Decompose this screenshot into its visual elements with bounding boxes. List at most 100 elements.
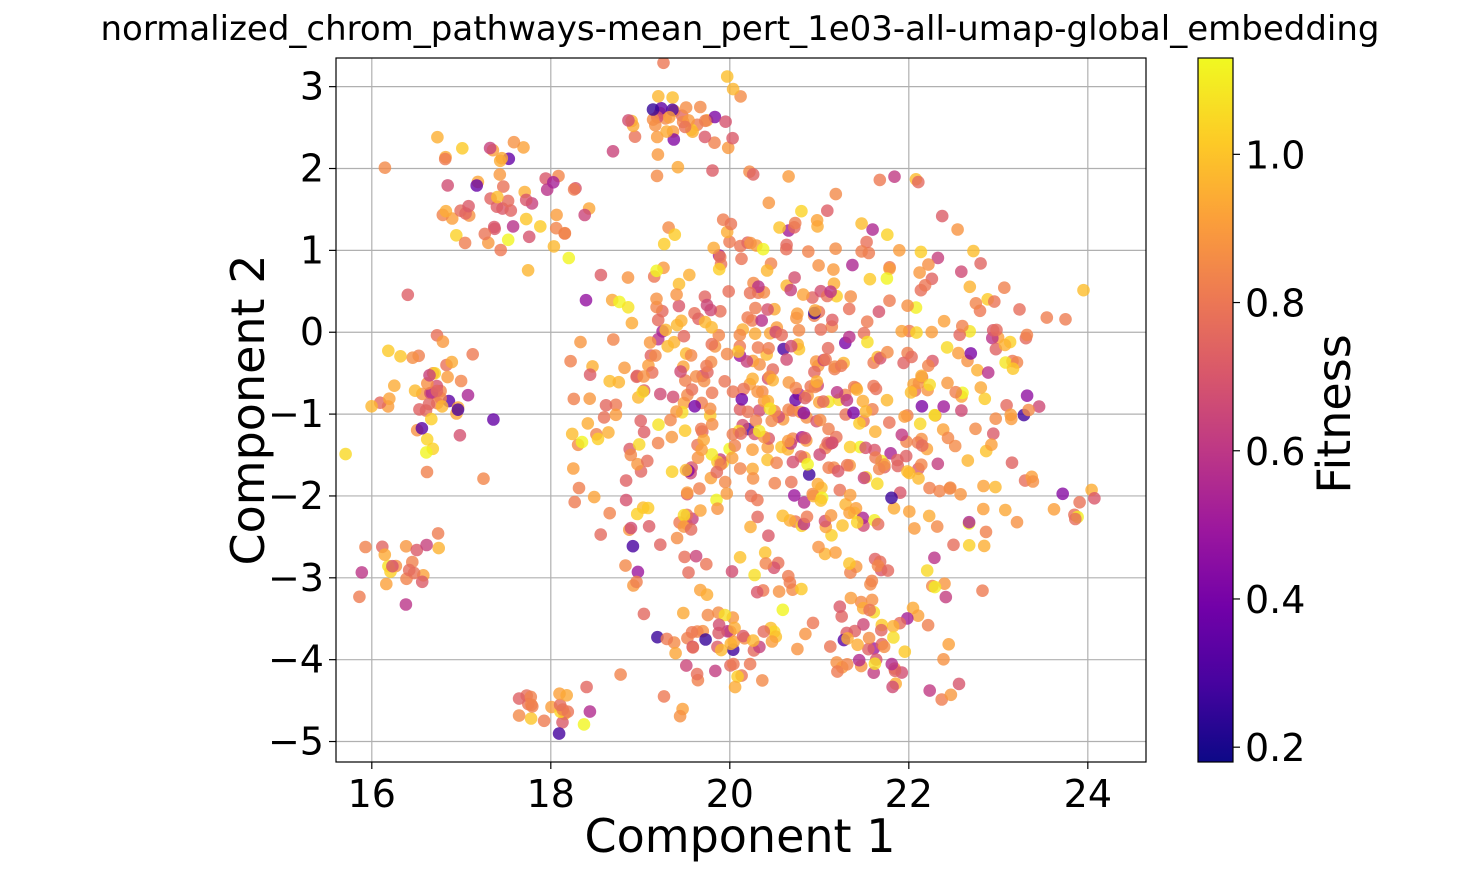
scatter-point bbox=[621, 301, 635, 314]
scatter-point bbox=[967, 244, 980, 258]
scatter-point bbox=[568, 495, 581, 509]
scatter-point bbox=[745, 314, 759, 327]
scatter-point bbox=[977, 479, 990, 493]
scatter-point bbox=[751, 385, 764, 399]
scatter-point bbox=[883, 262, 896, 276]
scatter-point bbox=[952, 677, 966, 691]
scatter-point bbox=[829, 546, 842, 559]
scatter-point bbox=[762, 342, 775, 355]
scatter-point bbox=[641, 501, 655, 515]
scatter-point bbox=[609, 408, 623, 422]
scatter-point bbox=[759, 557, 773, 570]
scatter-point bbox=[420, 465, 434, 479]
scatter-point bbox=[690, 667, 704, 681]
scatter-point bbox=[843, 488, 857, 502]
scatter-point bbox=[918, 279, 932, 292]
scatter-point bbox=[688, 400, 701, 413]
scatter-point bbox=[526, 700, 539, 713]
scatter-point bbox=[840, 458, 854, 472]
scatter-point bbox=[887, 631, 900, 644]
scatter-point bbox=[680, 486, 694, 500]
scatter-point bbox=[630, 575, 643, 589]
scatter-point bbox=[733, 462, 747, 475]
scatter-point bbox=[1032, 400, 1046, 413]
scatter-point bbox=[913, 417, 927, 431]
scatter-point bbox=[436, 335, 450, 349]
scatter-point bbox=[887, 502, 901, 515]
scatter-point bbox=[700, 298, 714, 312]
x-axis-ticks: 16 18 20 22 24 bbox=[348, 762, 1112, 816]
scatter-point bbox=[567, 392, 581, 406]
scatter-point bbox=[781, 434, 795, 448]
scatter-point bbox=[985, 438, 998, 452]
scatter-point bbox=[659, 323, 672, 337]
scatter-point bbox=[859, 405, 873, 418]
scatter-point bbox=[591, 432, 605, 446]
scatter-point bbox=[438, 152, 452, 166]
scatter-point bbox=[609, 398, 623, 412]
scatter-point bbox=[685, 383, 699, 396]
scatter-point bbox=[660, 125, 673, 138]
scatter-point bbox=[521, 264, 535, 277]
scatter-point bbox=[663, 111, 676, 124]
scatter-point bbox=[782, 569, 795, 583]
scatter-point bbox=[768, 476, 782, 490]
scatter-point bbox=[672, 277, 686, 291]
scatter-point bbox=[948, 439, 962, 453]
scatter-point bbox=[726, 131, 739, 145]
scatter-point bbox=[425, 412, 438, 426]
scatter-point bbox=[580, 680, 593, 694]
scatter-point bbox=[618, 361, 631, 375]
scatter-point bbox=[650, 130, 664, 144]
scatter-point bbox=[825, 436, 838, 450]
scatter-point bbox=[607, 333, 620, 346]
scatter-point bbox=[753, 404, 766, 417]
scatter-point bbox=[763, 402, 777, 416]
scatter-point bbox=[979, 525, 993, 539]
scatter-point bbox=[780, 238, 793, 252]
scatter-point bbox=[713, 250, 727, 264]
scatter-point bbox=[567, 183, 581, 196]
y-tick-label: 3 bbox=[300, 65, 324, 109]
scatter-point bbox=[857, 471, 871, 485]
scatter-point bbox=[802, 468, 816, 481]
scatter-point bbox=[928, 408, 941, 422]
scatter-point bbox=[885, 657, 899, 671]
scatter-point bbox=[537, 714, 551, 728]
scatter-point bbox=[930, 520, 944, 533]
x-tick-label: 16 bbox=[348, 772, 396, 816]
scatter-point bbox=[855, 245, 868, 258]
scatter-point bbox=[720, 70, 734, 83]
scatter-point bbox=[487, 413, 500, 426]
scatter-point bbox=[798, 431, 812, 445]
scatter-point bbox=[435, 400, 449, 413]
scatter-point bbox=[650, 292, 663, 306]
scatter-point bbox=[415, 575, 429, 589]
scatter-point bbox=[720, 347, 734, 361]
scatter-point bbox=[1020, 328, 1034, 342]
scatter-point bbox=[712, 262, 726, 276]
scatter-point bbox=[708, 136, 721, 149]
scatter-point bbox=[1000, 399, 1013, 412]
colorbar-tick-label: 0.8 bbox=[1245, 282, 1305, 326]
scatter-point bbox=[922, 258, 935, 271]
scatter-point bbox=[567, 462, 580, 475]
scatter-point bbox=[908, 522, 921, 535]
scatter-point bbox=[880, 393, 894, 407]
scatter-point bbox=[962, 515, 976, 529]
scatter-point bbox=[944, 688, 958, 702]
scatter-point bbox=[706, 164, 719, 177]
scatter-point bbox=[594, 268, 608, 282]
scatter-point bbox=[974, 381, 988, 394]
scatter-point bbox=[757, 625, 771, 638]
colorbar-tick-label: 0.6 bbox=[1245, 430, 1305, 474]
scatter-point bbox=[603, 374, 616, 388]
scatter-point bbox=[355, 566, 369, 579]
scatter-point bbox=[899, 449, 913, 463]
scatter-point bbox=[726, 385, 740, 399]
scatter-point bbox=[382, 344, 395, 358]
scatter-point bbox=[1047, 503, 1061, 516]
scatter-point bbox=[450, 229, 463, 242]
scatter-point bbox=[850, 383, 864, 396]
scatter-point bbox=[413, 403, 426, 416]
